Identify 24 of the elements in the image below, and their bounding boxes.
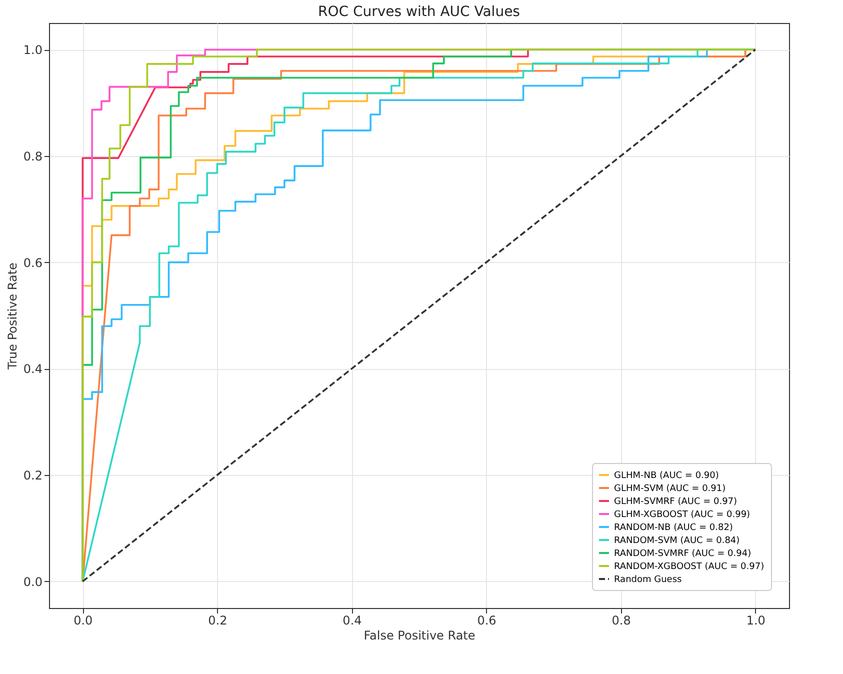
- y-axis-title: True Positive Rate: [5, 262, 20, 370]
- y-tick-label: 0.8: [23, 149, 42, 164]
- x-tick-label: 0.6: [477, 614, 496, 628]
- legend-label: RANDOM-SVMRF (AUC = 0.94): [614, 549, 752, 559]
- legend-label: RANDOM-NB (AUC = 0.82): [614, 523, 733, 533]
- x-tick-label: 0.0: [74, 614, 93, 628]
- legend-label: RANDOM-SVM (AUC = 0.84): [614, 536, 740, 546]
- legend-label: GLHM-XGBOOST (AUC = 0.99): [614, 510, 750, 520]
- x-tick-label: 1.0: [746, 614, 766, 628]
- y-tick-label: 0.6: [23, 256, 42, 270]
- legend-label: RANDOM-XGBOOST (AUC = 0.97): [614, 562, 764, 572]
- y-tick-label: 0.4: [23, 362, 42, 376]
- y-tick-label: 0.0: [23, 574, 42, 589]
- x-tick-label: 0.8: [612, 614, 631, 628]
- legend-label: Random Guess: [614, 575, 682, 585]
- chart-title: ROC Curves with AUC Values: [318, 4, 520, 20]
- y-tick-label: 1.0: [23, 43, 42, 58]
- x-tick-label: 0.2: [208, 614, 228, 628]
- x-axis-title: False Positive Rate: [364, 628, 476, 642]
- legend-label: GLHM-SVM (AUC = 0.91): [614, 484, 726, 494]
- legend-label: GLHM-SVMRF (AUC = 0.97): [614, 497, 738, 507]
- x-tick-label: 0.4: [342, 614, 362, 628]
- y-tick-label: 0.2: [23, 468, 42, 483]
- legend-label: GLHM-NB (AUC = 0.90): [614, 471, 719, 481]
